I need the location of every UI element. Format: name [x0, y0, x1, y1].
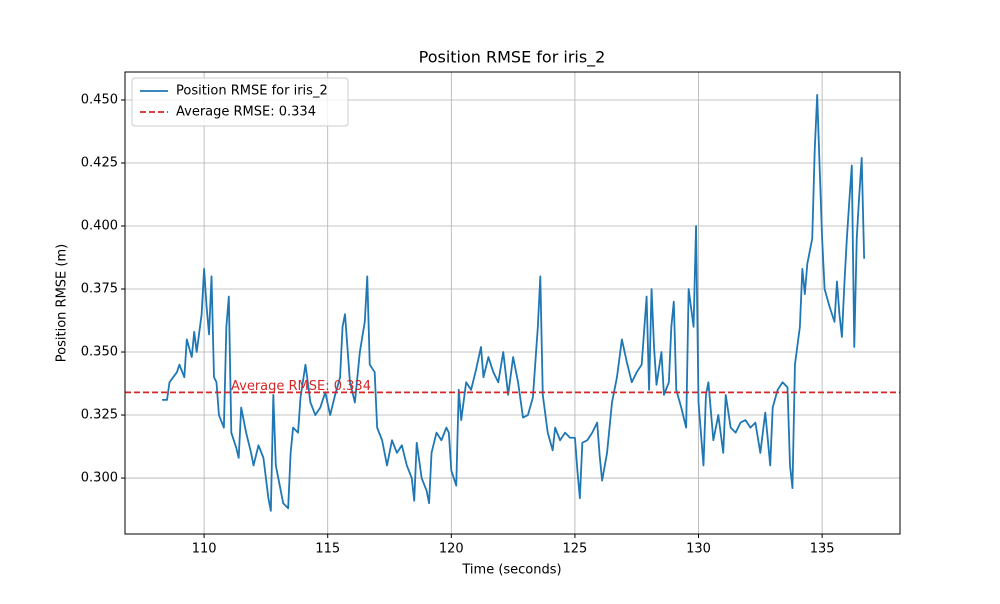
- x-tick-label: 130: [686, 542, 711, 557]
- y-tick-label: 0.450: [81, 92, 118, 107]
- legend-box: [131, 77, 349, 127]
- x-tick-label: 110: [192, 542, 217, 557]
- data-line: [162, 94, 866, 512]
- x-tick-label: 120: [439, 542, 464, 557]
- y-tick-label: 0.300: [81, 471, 118, 486]
- x-tick-label: 115: [315, 542, 340, 557]
- legend-label: Position RMSE for iris_2: [176, 84, 328, 99]
- y-tick-label: 0.425: [81, 155, 118, 170]
- x-tick-label: 125: [563, 542, 588, 557]
- y-tick-label: 0.325: [81, 408, 118, 423]
- x-axis-label: Time (seconds): [461, 563, 561, 578]
- chart-title: Position RMSE for iris_2: [419, 48, 606, 68]
- x-tick-label: 135: [810, 542, 835, 557]
- y-tick-label: 0.375: [81, 282, 118, 297]
- legend-label: Average RMSE: 0.334: [176, 105, 316, 120]
- average-annotation: Average RMSE: 0.334: [231, 379, 371, 394]
- y-tick-label: 0.400: [81, 219, 118, 234]
- y-axis-label: Position RMSE (m): [55, 244, 70, 362]
- y-tick-label: 0.350: [81, 345, 118, 360]
- plot-frame: [124, 71, 901, 535]
